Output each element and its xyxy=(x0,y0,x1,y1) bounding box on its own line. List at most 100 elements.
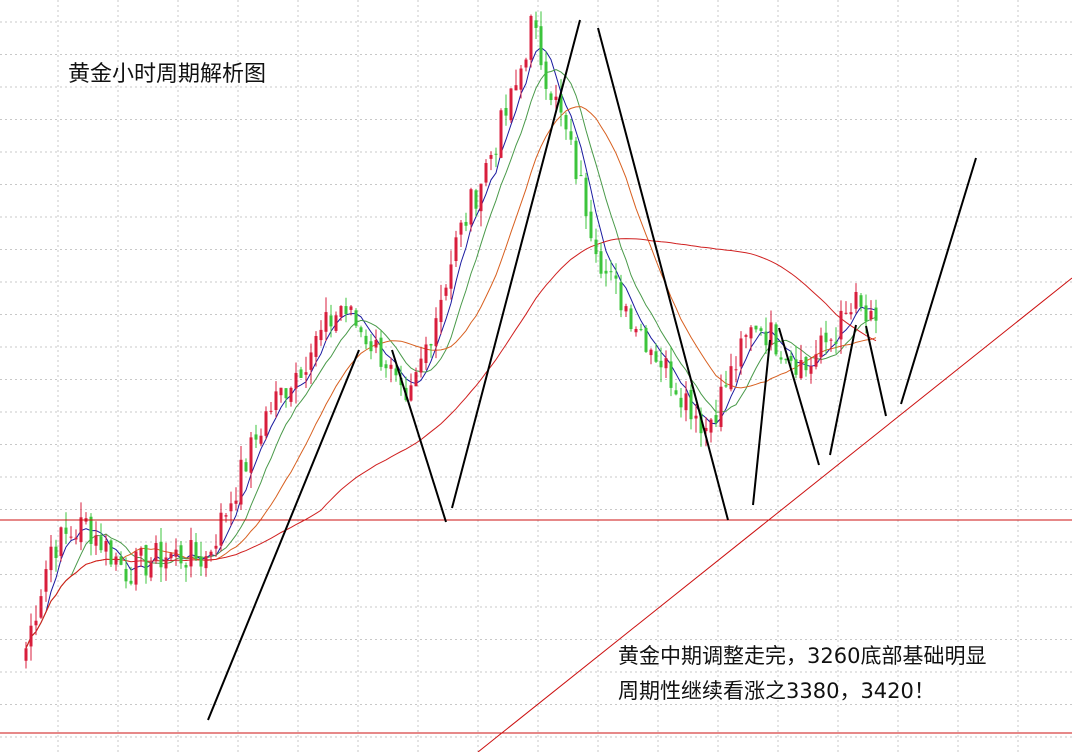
candle-body xyxy=(109,540,113,565)
moving-average-line xyxy=(25,46,877,649)
candle-body xyxy=(524,59,528,68)
candle-body xyxy=(559,94,563,113)
candle-body xyxy=(544,61,548,89)
candle-body xyxy=(94,535,98,546)
wave-line xyxy=(829,324,857,456)
candle-body xyxy=(224,515,228,517)
candle-body xyxy=(34,620,38,626)
candle-body xyxy=(589,211,593,239)
candle-body xyxy=(769,322,773,346)
candle-body xyxy=(329,315,333,327)
candle-body xyxy=(514,85,518,91)
candle-body xyxy=(619,282,623,311)
candle-body xyxy=(239,459,243,505)
wave-line xyxy=(752,339,771,506)
moving-average-line xyxy=(25,238,877,649)
candle-body xyxy=(749,327,753,339)
wave-line xyxy=(778,327,820,466)
candle-body xyxy=(434,318,438,347)
candle-body xyxy=(214,545,218,549)
candle-body xyxy=(739,338,743,367)
candle-body xyxy=(379,337,383,367)
candle-body xyxy=(714,415,718,423)
candle-body xyxy=(184,565,188,568)
candle-body xyxy=(159,541,163,568)
candle-body xyxy=(794,359,798,375)
candle-body xyxy=(719,386,723,427)
candle-body xyxy=(504,107,508,116)
candle-body xyxy=(614,275,618,279)
candle-body xyxy=(444,287,448,296)
candle-body xyxy=(499,110,503,158)
candle-body xyxy=(229,503,233,512)
candle-body xyxy=(569,131,573,140)
candle-body xyxy=(359,327,363,333)
candle-body xyxy=(644,327,648,352)
candle-body xyxy=(204,556,208,569)
candle-body xyxy=(144,545,148,576)
candle-body xyxy=(534,20,538,28)
candle-body xyxy=(464,221,468,226)
candle-body xyxy=(69,536,73,538)
candle-body xyxy=(874,307,878,321)
candle-body xyxy=(269,410,273,412)
candle-body xyxy=(819,335,823,358)
candle-body xyxy=(734,369,738,371)
candle-body xyxy=(439,299,443,323)
candle-body xyxy=(429,344,433,346)
candle-body xyxy=(254,434,258,440)
candle-body xyxy=(39,596,43,618)
candle-body xyxy=(104,541,108,552)
candle-body xyxy=(519,68,523,90)
candle-body xyxy=(129,580,133,584)
candle-body xyxy=(384,364,388,369)
candle-body xyxy=(49,546,53,571)
candle-body xyxy=(29,625,33,647)
annotation-line-1: 黄金中期调整走完，3260底部基础明显 xyxy=(618,644,987,668)
candle-body xyxy=(549,93,553,101)
candle-body xyxy=(24,648,28,661)
candle-body xyxy=(179,545,183,564)
candle-body xyxy=(574,140,578,180)
candle-body xyxy=(189,540,193,567)
candle-body xyxy=(599,251,603,274)
candle-body xyxy=(114,556,118,565)
candle-body xyxy=(199,556,203,567)
candle-body xyxy=(234,500,238,504)
candle-body xyxy=(859,295,863,307)
candle-body xyxy=(249,437,253,473)
candle-body xyxy=(389,364,393,369)
candle-body xyxy=(824,332,828,343)
candle-body xyxy=(194,542,198,559)
candle-body xyxy=(369,341,373,352)
candle-body xyxy=(759,328,763,331)
candle-body xyxy=(779,357,783,360)
candle-body xyxy=(649,349,653,356)
candle-body xyxy=(834,341,838,344)
annotation-line-2: 周期性继续看涨之3380，3420！ xyxy=(618,679,935,703)
wave-lines xyxy=(207,19,977,721)
candle-body xyxy=(729,366,733,390)
candle-body xyxy=(154,542,158,561)
candle-body xyxy=(584,177,588,217)
wave-line xyxy=(597,27,729,521)
candle-body xyxy=(494,153,498,155)
candle-body xyxy=(604,270,608,274)
candle-body xyxy=(594,239,598,255)
candle-body xyxy=(124,568,128,582)
candle-body xyxy=(579,175,583,177)
candle-body xyxy=(754,325,758,330)
candle-body xyxy=(689,389,693,420)
candle-body xyxy=(469,189,473,225)
candle-body xyxy=(59,527,63,556)
candle-body xyxy=(409,385,413,401)
candle-body xyxy=(694,415,698,419)
candle-body xyxy=(774,324,778,355)
candle-body xyxy=(259,435,263,444)
candle-body xyxy=(764,331,768,346)
candle-body xyxy=(44,569,48,592)
candle-body xyxy=(289,387,293,402)
candle-body xyxy=(539,26,543,66)
candle-body xyxy=(424,344,428,364)
candle-body xyxy=(304,372,308,375)
